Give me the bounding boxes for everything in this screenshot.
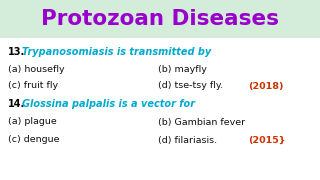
Text: (c) dengue: (c) dengue	[8, 136, 60, 145]
Text: (2018): (2018)	[248, 82, 284, 91]
Text: Glossina palpalis is a vector for: Glossina palpalis is a vector for	[22, 99, 195, 109]
Text: (d) filariasis.: (d) filariasis.	[158, 136, 217, 145]
Text: (c) fruit fly: (c) fruit fly	[8, 82, 58, 91]
Text: (b) Gambian fever: (b) Gambian fever	[158, 118, 245, 127]
Text: 13.: 13.	[8, 47, 25, 57]
Text: (b) mayfly: (b) mayfly	[158, 66, 207, 75]
Text: Trypanosomiasis is transmitted by: Trypanosomiasis is transmitted by	[22, 47, 211, 57]
Text: (2015}: (2015}	[248, 136, 285, 145]
Text: (d) tse-tsy fly.: (d) tse-tsy fly.	[158, 82, 223, 91]
FancyBboxPatch shape	[0, 38, 320, 180]
Text: Protozoan Diseases: Protozoan Diseases	[41, 9, 279, 29]
Text: (a) plague: (a) plague	[8, 118, 57, 127]
Text: (a) housefly: (a) housefly	[8, 66, 65, 75]
FancyBboxPatch shape	[0, 0, 320, 38]
Text: 14.: 14.	[8, 99, 25, 109]
